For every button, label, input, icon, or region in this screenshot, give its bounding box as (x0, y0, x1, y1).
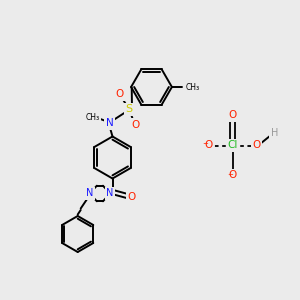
Text: O: O (252, 140, 261, 151)
Text: S: S (125, 104, 133, 115)
Text: O: O (131, 119, 139, 130)
Text: CH₃: CH₃ (186, 82, 200, 91)
Text: N: N (86, 188, 93, 199)
Text: O: O (128, 191, 136, 202)
Text: O: O (204, 140, 213, 151)
Text: O: O (116, 89, 124, 100)
Text: H: H (271, 128, 278, 139)
Text: −: − (202, 140, 208, 146)
Text: Cl: Cl (227, 140, 238, 151)
Text: −: − (227, 172, 233, 178)
Text: N: N (106, 188, 114, 199)
Text: CH₃: CH₃ (86, 113, 100, 122)
Text: O: O (228, 110, 237, 121)
Text: N: N (106, 118, 113, 128)
Text: O: O (228, 170, 237, 181)
